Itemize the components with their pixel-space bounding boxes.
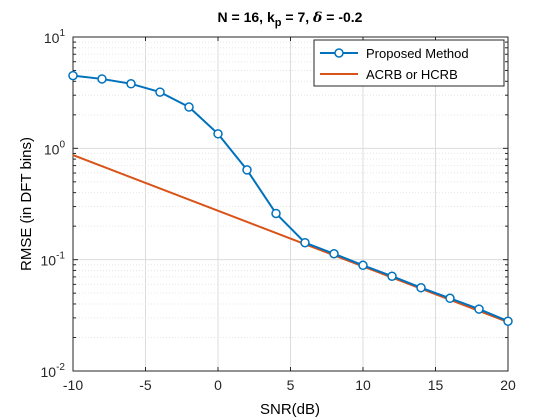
x-tick-label: -10 xyxy=(63,377,83,393)
data-point-proposed-method xyxy=(416,282,426,293)
data-point-proposed-method xyxy=(358,260,368,271)
y-tick-label-base: 10 xyxy=(41,364,57,380)
y-tick-label-base: 10 xyxy=(44,141,60,157)
data-point-proposed-method xyxy=(503,316,513,326)
y-tick-label-exponent: -1 xyxy=(56,251,65,262)
title-delta-symbol: δ xyxy=(312,10,322,26)
x-tick-label: 0 xyxy=(214,377,222,393)
data-point-proposed-method xyxy=(184,102,194,112)
title-middle: = 7, xyxy=(281,9,313,25)
legend-marker-proposed xyxy=(334,48,344,58)
data-point-proposed-method xyxy=(126,79,136,89)
data-point-proposed-method xyxy=(474,304,484,314)
x-tick-label: 10 xyxy=(355,377,371,393)
y-tick-label: 101 xyxy=(44,28,66,46)
data-point-proposed-method xyxy=(445,293,455,304)
y-tick-label: 100 xyxy=(44,139,66,157)
data-point-proposed-method xyxy=(300,237,310,248)
data-point-proposed-method xyxy=(329,249,339,259)
title-prefix: N = 16, k xyxy=(218,9,275,25)
x-tick-labels: -10 -5 0 5 10 15 20 xyxy=(63,377,516,393)
y-tick-label-exponent: 0 xyxy=(59,139,65,150)
title-suffix: = -0.2 xyxy=(322,9,362,25)
x-tick-label: 5 xyxy=(287,377,295,393)
data-point-proposed-method xyxy=(68,70,78,81)
title-subscript: p xyxy=(275,17,282,29)
legend-label-proposed: Proposed Method xyxy=(366,46,469,61)
data-point-proposed-method xyxy=(213,129,223,139)
legend-box xyxy=(313,39,505,87)
series-line-acrb-hcrb xyxy=(72,154,509,324)
axis-ticks xyxy=(72,36,509,372)
data-point-proposed-method xyxy=(242,165,252,175)
x-tick-label: 20 xyxy=(500,377,516,393)
series-line-proposed-method xyxy=(72,74,509,323)
y-tick-label-base: 10 xyxy=(41,253,57,269)
series-layer xyxy=(68,70,513,326)
data-point-proposed-method xyxy=(387,271,397,281)
y-tick-label-exponent: 1 xyxy=(59,28,65,39)
y-axis-label: RMSE (in DFT bins) xyxy=(18,137,35,271)
legend: Proposed Method ACRB or HCRB xyxy=(313,39,505,87)
chart-title: N = 16, kp = 7, δ = -0.2 xyxy=(218,9,363,29)
data-point-proposed-method xyxy=(97,74,107,84)
x-tick-label: 15 xyxy=(428,377,444,393)
y-tick-label: 10-2 xyxy=(41,362,66,380)
x-axis-label: SNR(dB) xyxy=(260,401,320,418)
legend-label-acrb: ACRB or HCRB xyxy=(366,67,458,82)
data-point-proposed-method xyxy=(155,87,165,97)
y-tick-label: 10-1 xyxy=(41,251,66,269)
y-tick-label-exponent: -2 xyxy=(56,362,65,373)
x-tick-label: -5 xyxy=(139,377,152,393)
y-tick-label-base: 10 xyxy=(44,30,60,46)
data-point-proposed-method xyxy=(271,208,281,219)
